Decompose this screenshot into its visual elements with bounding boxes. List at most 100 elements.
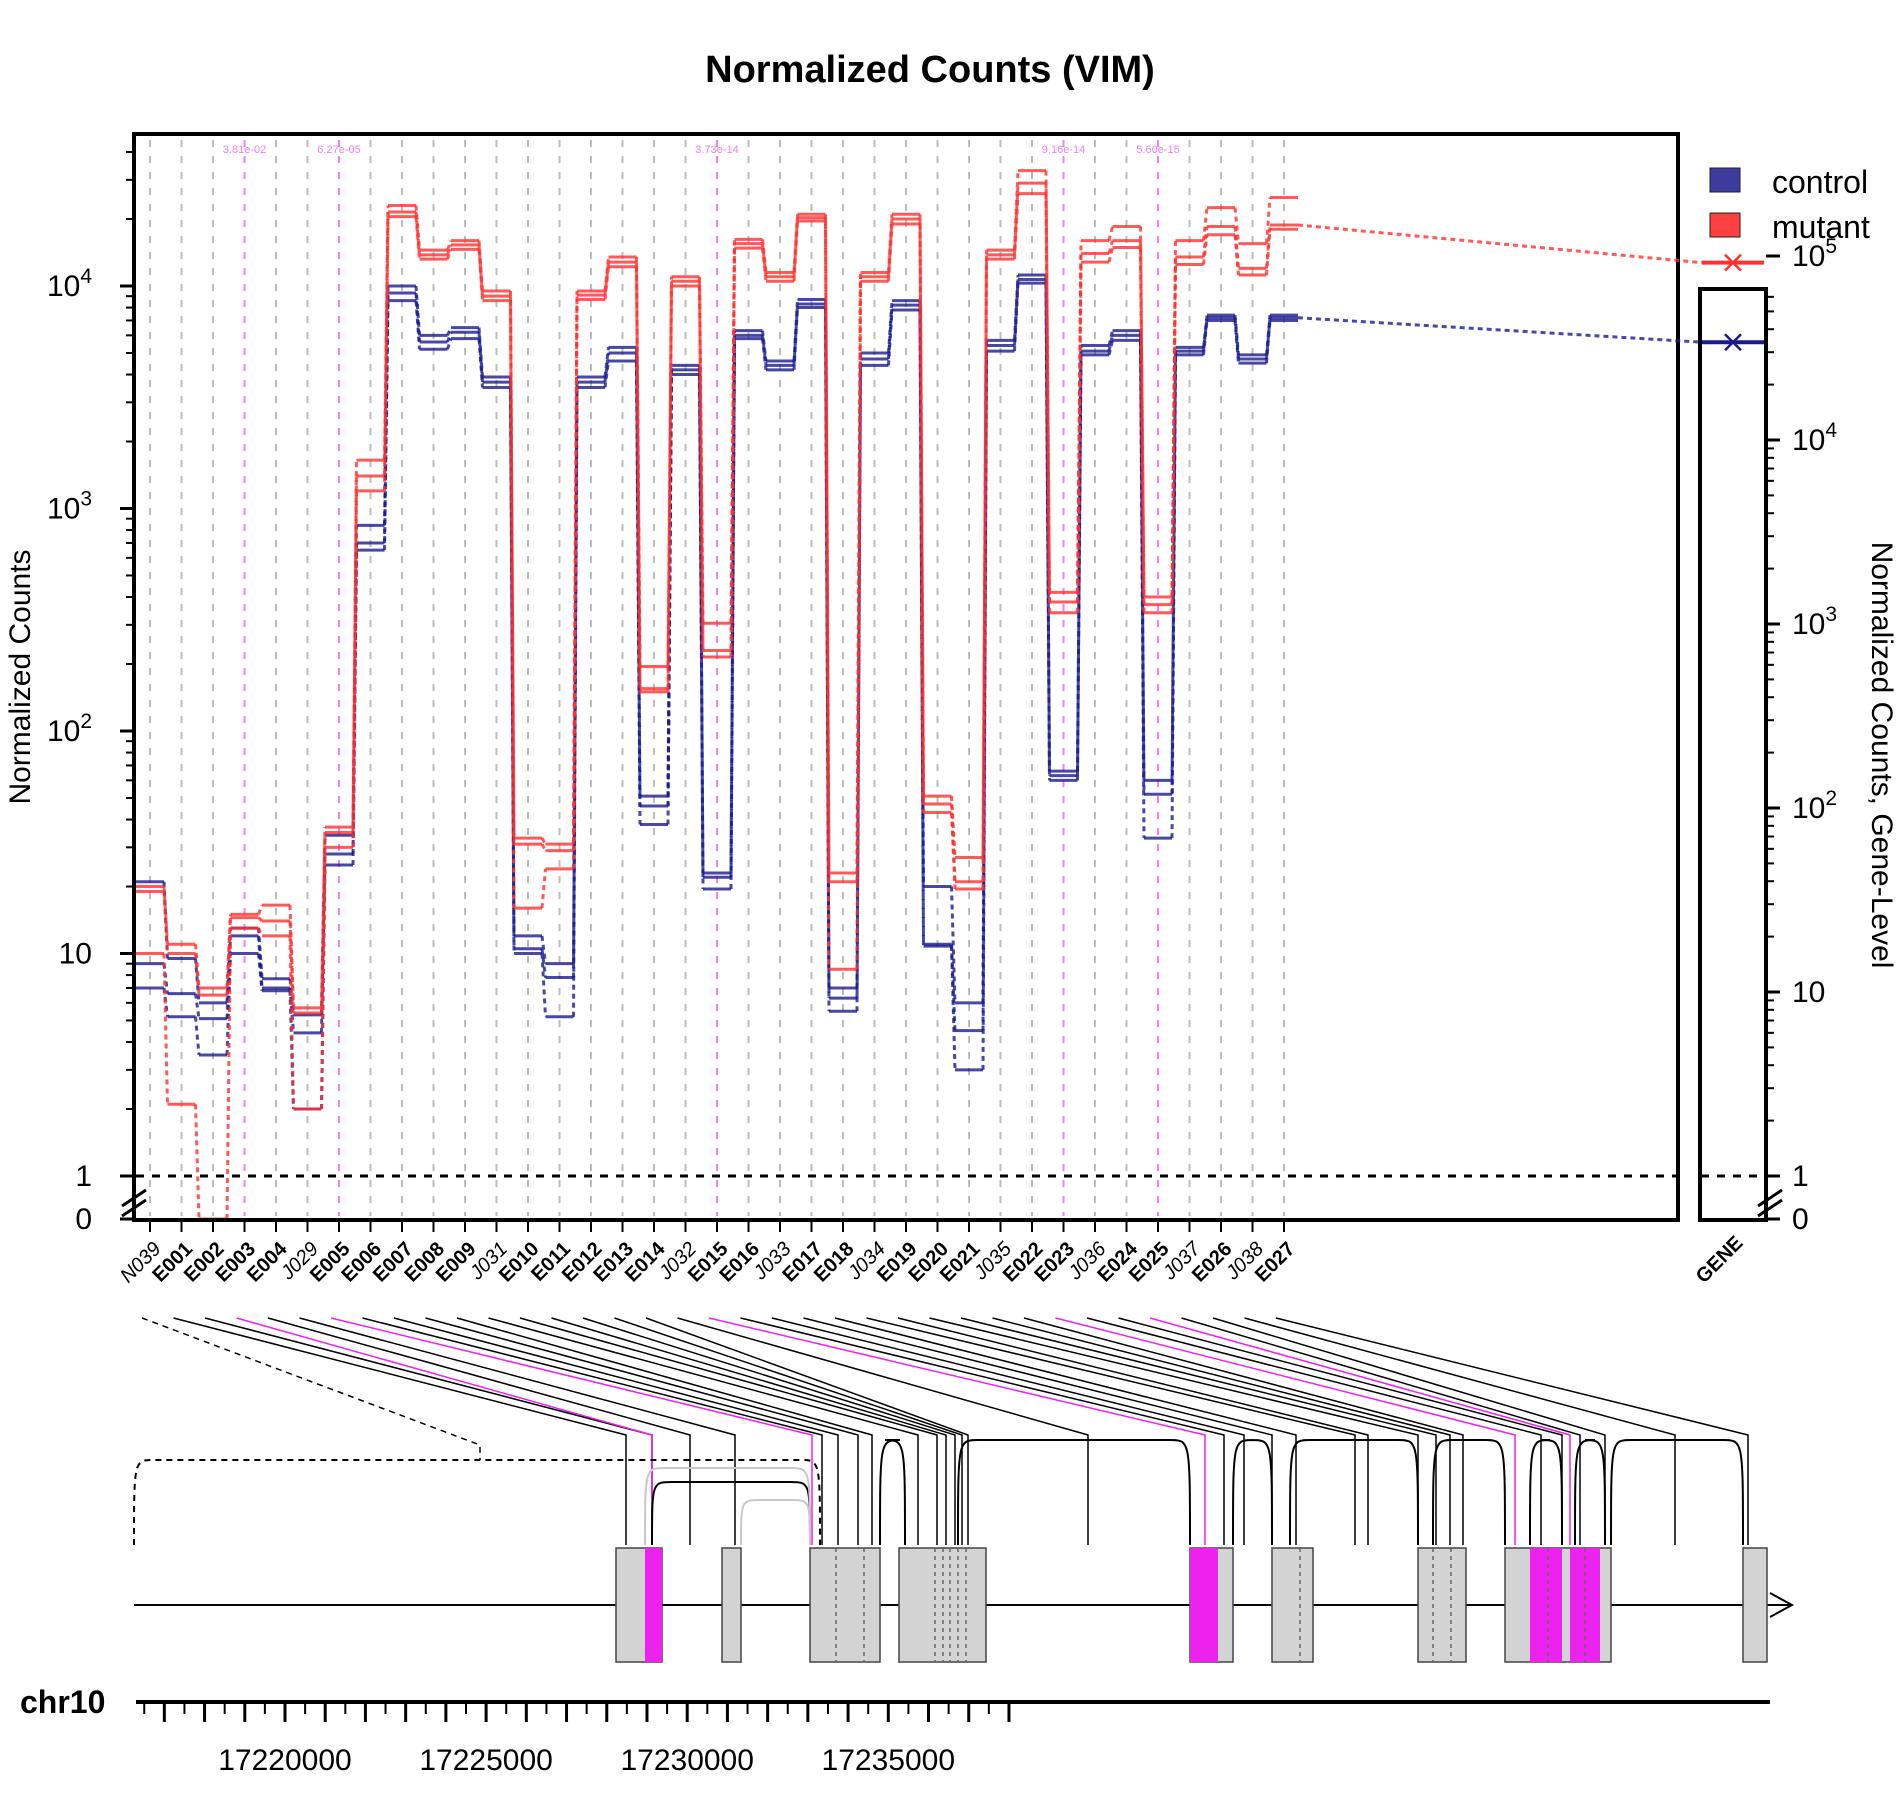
control-link-e014-r3 (666, 374, 673, 825)
gene-level-marker-control (1724, 333, 1742, 352)
gene-label: GENE (1692, 1232, 1748, 1288)
gene-level-marks (1297, 223, 1764, 352)
mutant-link-e025-r3 (1170, 264, 1177, 613)
connector-e015 (708, 1317, 1206, 1545)
connector-e012 (582, 1317, 956, 1545)
control-link-e008-r3 (446, 338, 453, 350)
gene-link-control (1297, 316, 1703, 344)
junction-arc-4 (879, 1439, 906, 1546)
mutant-link-e019-r2 (918, 219, 925, 804)
mutant-link-n039-r3 (162, 953, 169, 1105)
mutant-link-e014-r2 (666, 281, 673, 689)
connector-e019 (897, 1317, 1369, 1545)
connector-e008 (425, 1317, 859, 1545)
control-link-e009-r3 (477, 338, 484, 388)
control-link-e003-r3 (257, 953, 264, 991)
mutant-link-e003-r3 (257, 927, 264, 937)
connector-e025 (1149, 1317, 1571, 1545)
connector-e021 (960, 1317, 1437, 1545)
connector-j033 (771, 1317, 1245, 1545)
mutant-link-e010-r2 (540, 843, 547, 852)
connector-e009 (456, 1317, 873, 1545)
pvalue-e023: 9.16e-14 (1042, 144, 1085, 156)
mutant-link-j031-r2 (509, 296, 516, 845)
mutant-link-e013-r2 (635, 262, 642, 689)
y-tick-label-right-6: 105 (1792, 235, 1837, 273)
mutant-link-j036-r3 (1107, 247, 1114, 263)
mutant-link-e003-r1 (257, 904, 264, 915)
control-link-e007-r2 (414, 292, 421, 343)
mutant-link-j038-r3 (1265, 229, 1272, 276)
connector-j038 (1244, 1317, 1676, 1545)
junction-arc-6 (1232, 1439, 1273, 1546)
connector-e011 (551, 1317, 947, 1545)
gene-level-marker-mutant (1724, 253, 1742, 272)
connector-e013 (614, 1317, 963, 1545)
series-lines (136, 169, 1298, 1221)
control-link-j037-r3 (1202, 320, 1209, 356)
mutant-link-e016-r3 (761, 247, 768, 282)
connector-j031 (488, 1317, 919, 1545)
control-link-e010-r1 (540, 935, 547, 964)
gene-link-mutant (1297, 223, 1703, 265)
genomic-coordinate-axis: chr10 17220000 17225000 17230000 17235000 (20, 1684, 1770, 1777)
pvalue-labels: 3.81e-02 6.27e-05 3.73e-14 9.16e-14 5.60e-15 (223, 144, 1180, 156)
legend-swatch-mutant (1709, 212, 1741, 238)
mutant-link-e008-r3 (446, 248, 453, 260)
legend: control mutant (1709, 164, 1870, 245)
mutant-link-e025-r1 (1170, 240, 1177, 598)
mutant-link-e026-r1 (1233, 207, 1240, 244)
control-link-e008-r2 (446, 331, 453, 343)
exon-blocks (615, 1547, 1768, 1663)
mutant-link-e007-r3 (414, 216, 421, 260)
genomic-tick-label-2: 17225000 (419, 1744, 552, 1777)
control-link-j038-r2 (1265, 317, 1272, 360)
mutant-link-e001-r3 (194, 1104, 201, 1220)
mutant-link-e011-r3 (572, 299, 579, 869)
connector-j032 (677, 1317, 1089, 1545)
mutant-link-n039-r2 (162, 891, 169, 954)
mutant-link-e014-r3 (666, 285, 673, 692)
connector-e014 (645, 1317, 969, 1545)
feature-labels: N039E001E002E003E004J029E005E006E007E008… (116, 1220, 1300, 1287)
mutant-link-e003-r2 (257, 916, 264, 923)
control-link-e007-r3 (414, 300, 421, 350)
mutant-link-j037-r1 (1202, 207, 1209, 241)
pvalue-e025: 5.60e-15 (1136, 144, 1179, 156)
control-link-e020-r1 (950, 886, 957, 1003)
y-tick-label-right-0: 0 (1792, 1203, 1809, 1236)
connector-j035 (992, 1317, 1451, 1545)
chromosome-label: chr10 (20, 1684, 105, 1720)
mutant-link-j033-r2 (792, 217, 799, 277)
significant-exon-3 (1530, 1548, 1562, 1662)
control-link-j036-r2 (1107, 335, 1114, 352)
connector-e004 (267, 1317, 691, 1545)
control-link-e002-r3 (225, 953, 232, 1055)
mutant-link-e010-r3 (540, 868, 547, 909)
mutant-link-e024-r1 (1139, 226, 1146, 598)
control-link-j035-r3 (1013, 283, 1020, 352)
mutant-link-e021-r3 (981, 259, 988, 889)
control-link-e012-r3 (603, 360, 610, 388)
legend-label-mutant: mutant (1772, 209, 1870, 245)
mutant-link-j029-r2 (320, 832, 327, 1014)
control-link-e003-r2 (257, 935, 264, 989)
connector-e022 (1023, 1317, 1464, 1545)
genomic-tick-label-3: 17230000 (620, 1744, 753, 1777)
control-link-e002-r2 (225, 935, 232, 1019)
pvalue-e003: 3.81e-02 (223, 144, 266, 156)
control-link-j036-r1 (1107, 330, 1114, 346)
mutant-link-e005-r1 (351, 460, 358, 828)
genomic-ticks: 17220000 17225000 17230000 17235000 (143, 1702, 1011, 1777)
novel-junction-arc (133, 1459, 821, 1546)
right-axis-break-icon (1757, 1188, 1783, 1218)
mutant-link-j034-r3 (887, 223, 894, 282)
control-link-j034-r3 (887, 309, 894, 366)
y-tick-label-left-2: 10 (59, 938, 92, 971)
mutant-link-e010-r1 (540, 837, 547, 845)
mutant-link-e018-r3 (855, 281, 862, 970)
gene-model (133, 1439, 1795, 1663)
mutant-link-e006-r1 (383, 205, 390, 461)
pvalue-e005: 6.27e-05 (317, 144, 360, 156)
